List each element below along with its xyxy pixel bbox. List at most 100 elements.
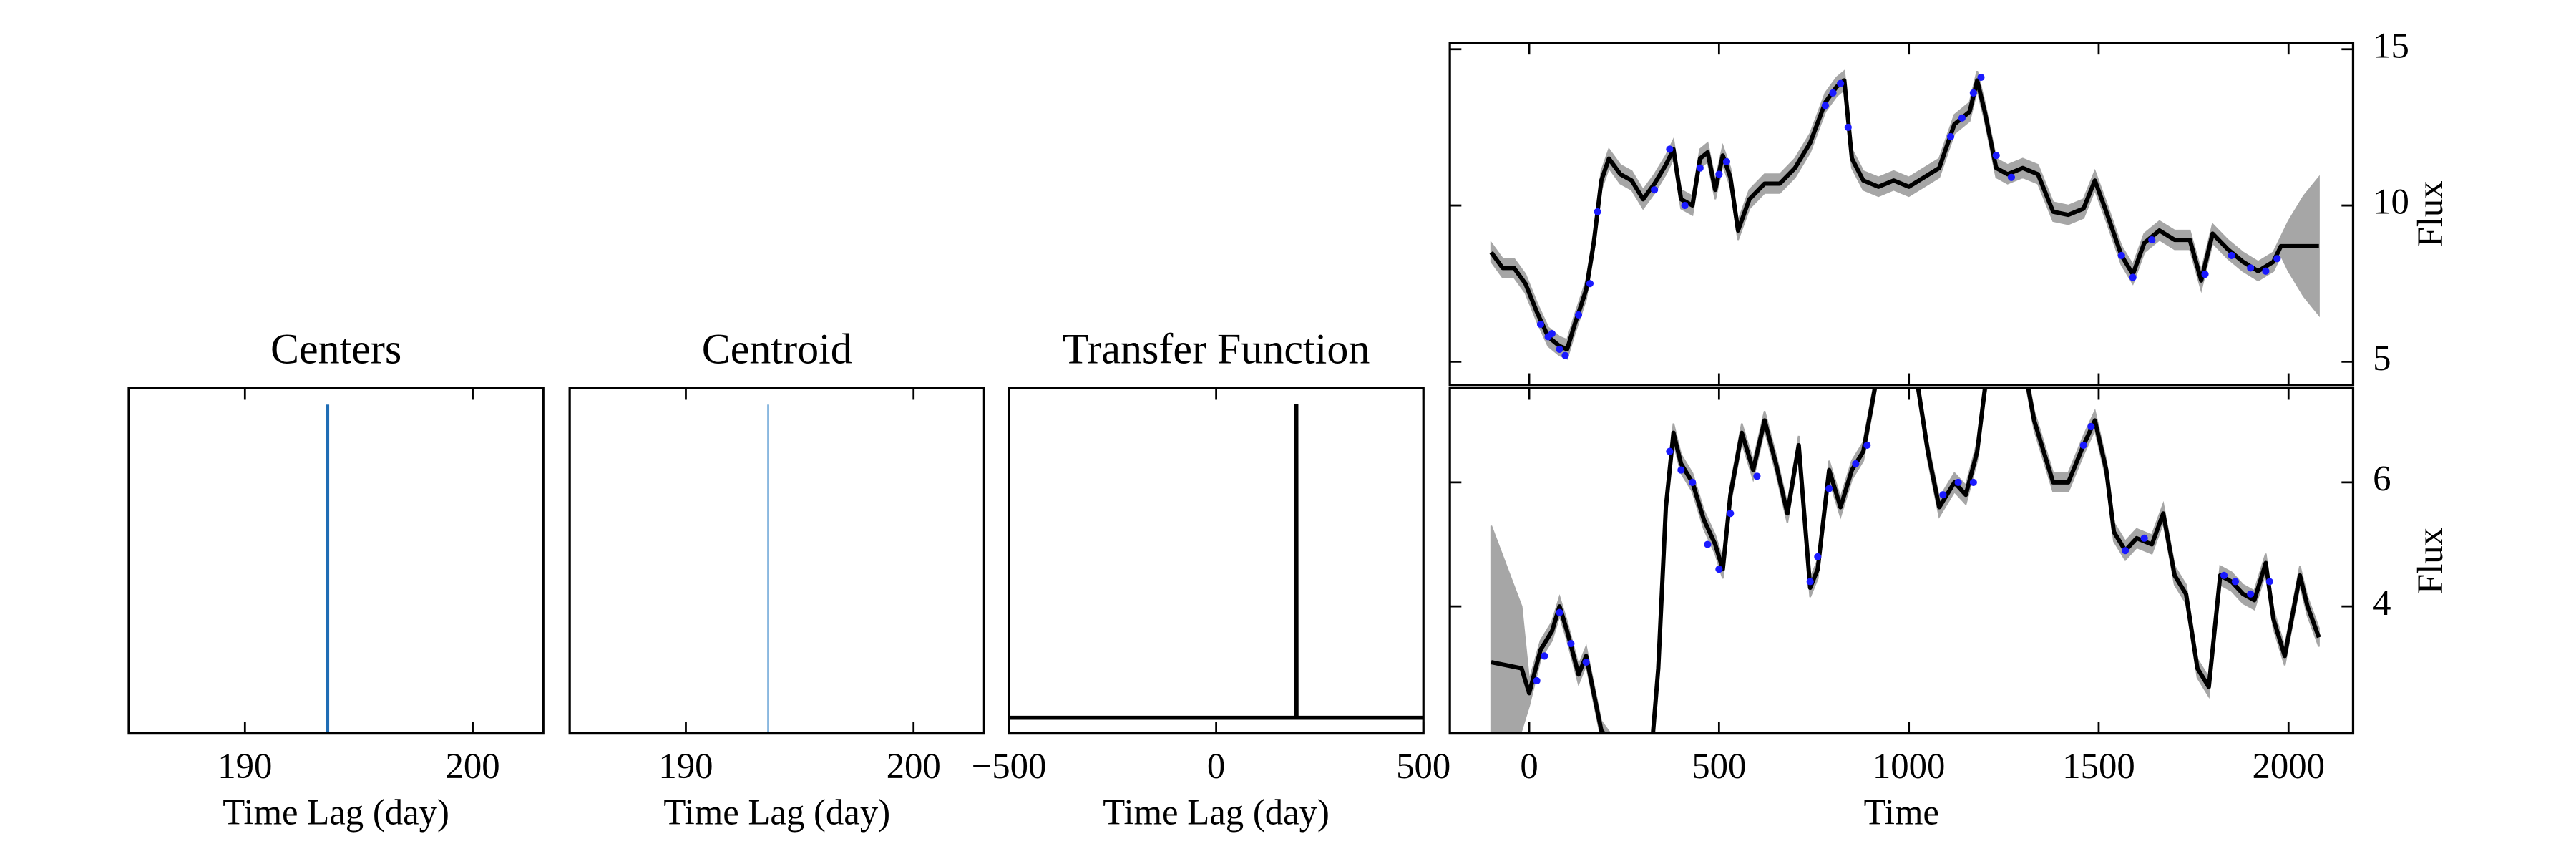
data-point — [1814, 553, 1822, 560]
x-axis-label: Time Lag (day) — [663, 792, 890, 833]
panel-title: Transfer Function — [1063, 326, 1370, 373]
x-tick-label: 0 — [1520, 746, 1538, 786]
axes-frame — [1448, 42, 2355, 387]
data-point — [1541, 652, 1548, 660]
data-point — [2247, 264, 2255, 272]
y-axis-label: Flux — [2410, 180, 2450, 247]
data-point — [1651, 186, 1659, 194]
data-point — [1852, 460, 1860, 468]
plot-area — [326, 404, 330, 734]
data-point — [1677, 466, 1685, 474]
data-point — [1977, 73, 1985, 82]
x-tick-label: −500 — [972, 746, 1047, 786]
y-tick-label: 5 — [2373, 338, 2391, 378]
panel-title: Centers — [270, 326, 401, 373]
error-band — [1490, 69, 2320, 360]
x-tick-label: 190 — [658, 746, 713, 786]
plot-area — [1490, 388, 2321, 734]
model-line — [1489, 78, 2319, 351]
data-point — [1594, 208, 1601, 215]
transfer-line — [1008, 404, 1424, 720]
axes-frame — [1008, 387, 1425, 735]
y-tick-label: 4 — [2373, 583, 2391, 623]
x-tick-label: 500 — [1396, 746, 1450, 786]
x-tick-label: 0 — [1207, 746, 1225, 786]
data-point — [1556, 608, 1563, 616]
data-point — [2262, 267, 2270, 275]
data-point — [1715, 170, 1723, 178]
data-point — [1561, 351, 1569, 359]
data-point — [1715, 566, 1723, 573]
data-point — [1844, 123, 1852, 131]
model-line — [1491, 388, 2321, 734]
data-point — [1567, 639, 1575, 648]
data-point — [1969, 478, 1977, 487]
data-point — [1536, 320, 1545, 329]
data-point — [1946, 132, 1955, 141]
axes-frame — [1448, 387, 2355, 735]
plot-area — [1008, 404, 1424, 720]
x-tick-label: 200 — [446, 746, 500, 786]
y-tick-label: 6 — [2373, 459, 2391, 499]
data-point — [1939, 491, 1947, 499]
x-axis-label: Time — [1864, 792, 1939, 833]
data-point — [2247, 590, 2255, 598]
data-point — [2087, 422, 2095, 431]
axes-frame — [127, 387, 545, 735]
data-point — [1837, 79, 1845, 87]
histogram-bar — [767, 404, 769, 734]
data-point — [1863, 441, 1871, 450]
data-point — [2007, 173, 2015, 181]
data-point — [2129, 273, 2137, 281]
data-point — [2148, 236, 2156, 244]
data-point — [2201, 271, 2209, 278]
data-point — [1722, 157, 1731, 166]
x-axis-label: Time Lag (day) — [223, 792, 449, 833]
data-point — [1829, 89, 1837, 97]
data-point — [1969, 89, 1977, 97]
data-point — [1666, 145, 1674, 153]
data-point — [1704, 540, 1712, 548]
y-tick-label: 10 — [2373, 182, 2409, 222]
data-point — [2228, 251, 2235, 259]
data-point — [1958, 114, 1966, 122]
histogram-bar — [326, 404, 330, 734]
x-tick-label: 500 — [1692, 746, 1746, 786]
data-point — [1582, 658, 1590, 666]
data-point — [2122, 547, 2129, 555]
data-point — [1727, 510, 1735, 518]
x-tick-label: 2000 — [2253, 746, 2325, 786]
y-axis-label: Flux — [2410, 528, 2450, 594]
data-point — [2273, 255, 2281, 263]
plot-area — [767, 404, 769, 734]
data-point — [1689, 478, 1697, 487]
data-point — [1954, 478, 1962, 487]
y-tick-label: 15 — [2373, 25, 2409, 65]
x-tick-label: 190 — [218, 746, 272, 786]
data-point — [2079, 441, 2087, 450]
data-point — [2231, 578, 2240, 586]
data-point — [1574, 311, 1583, 319]
x-tick-label: 200 — [887, 746, 941, 786]
x-tick-label: 1000 — [1873, 746, 1945, 786]
data-point — [1696, 164, 1704, 172]
data-point — [1825, 485, 1833, 492]
panel-title: Centroid — [702, 326, 852, 373]
data-point — [2140, 534, 2148, 542]
error-band — [1490, 388, 2320, 734]
data-point — [1806, 578, 1814, 586]
data-point — [1992, 152, 2000, 160]
data-point — [1753, 472, 1761, 480]
data-point — [1548, 330, 1556, 338]
data-point — [2220, 571, 2228, 579]
x-axis-label: Time Lag (day) — [1103, 792, 1330, 833]
data-point — [2265, 578, 2273, 586]
data-point — [1586, 280, 1594, 288]
data-point — [1821, 102, 1829, 110]
data-point — [2117, 251, 2125, 259]
data-point — [1666, 447, 1674, 455]
plot-area — [1489, 69, 2320, 360]
x-tick-label: 1500 — [2062, 746, 2135, 786]
